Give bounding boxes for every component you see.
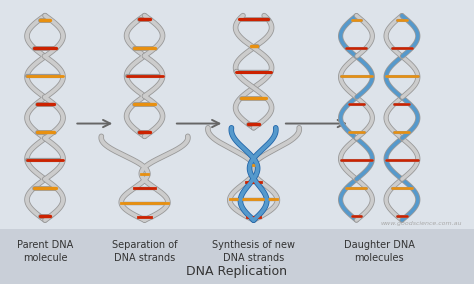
FancyBboxPatch shape: [0, 229, 474, 284]
Text: Parent DNA
molecule: Parent DNA molecule: [17, 240, 73, 262]
Text: www.goodscience.com.au: www.goodscience.com.au: [381, 221, 462, 226]
Text: Daughter DNA
molecules: Daughter DNA molecules: [344, 240, 415, 262]
Text: DNA Replication: DNA Replication: [186, 265, 288, 278]
Text: Separation of
DNA strands: Separation of DNA strands: [112, 240, 177, 262]
Text: Synthesis of new
DNA strands: Synthesis of new DNA strands: [212, 240, 295, 262]
